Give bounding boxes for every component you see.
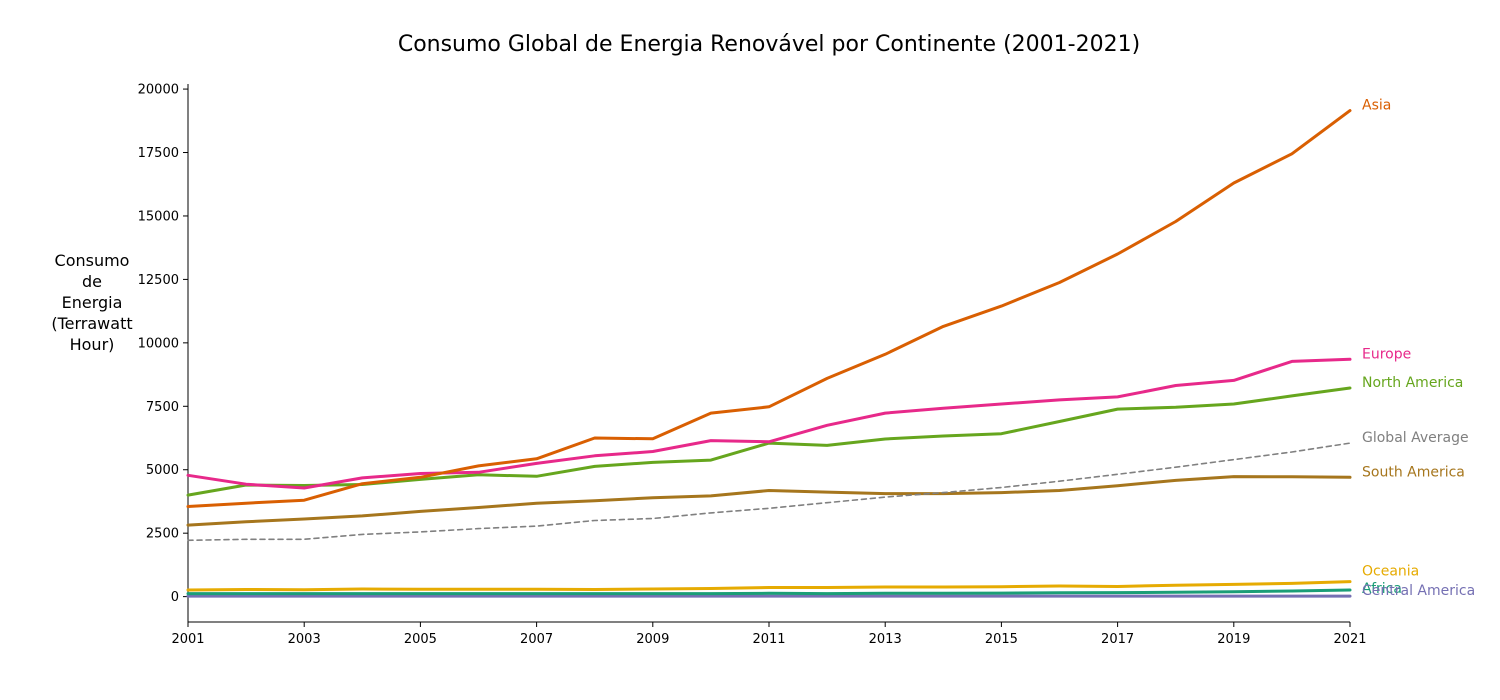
x-tick-label: 2011 (752, 632, 785, 647)
x-tick: 2001 (171, 622, 205, 647)
x-tick: 2013 (869, 622, 902, 647)
series-label-oceania: Oceania (1362, 564, 1419, 580)
series-label-south-america: South America (1362, 464, 1465, 480)
y-tick-label: 20000 (138, 83, 179, 98)
x-tick: 2021 (1333, 622, 1367, 647)
series-label-central-america: Central America (1362, 583, 1475, 599)
x-tick-label: 2005 (404, 632, 437, 647)
y-tick: 20000 (138, 83, 188, 98)
series-line-asia (186, 109, 1352, 508)
series-labels: Asia Europe North America Global Average Sou… (1362, 98, 1475, 599)
x-tick: 2019 (1217, 622, 1250, 647)
y-axis-label-line: de (82, 272, 102, 291)
x-tick: 2011 (752, 622, 786, 647)
x-tick-label: 2001 (171, 632, 204, 647)
x-tick-label: 2021 (1333, 632, 1366, 647)
y-tick-label: 12500 (138, 273, 179, 288)
x-tick-label: 2019 (1217, 632, 1250, 647)
y-tick: 10000 (138, 336, 188, 351)
y-tick: 15000 (138, 209, 188, 224)
y-tick-label: 7500 (146, 400, 179, 415)
y-axis-label-line: Energia (61, 293, 123, 312)
x-tick-label: 2007 (520, 632, 553, 647)
series-label-asia: Asia (1362, 98, 1391, 114)
series-label-north-america: North America (1362, 375, 1463, 391)
series-label-africa: Africa (1362, 581, 1402, 597)
series-line-global-average (187, 442, 1351, 542)
x-tick-label: 2009 (636, 632, 669, 647)
x-tick: 2005 (404, 622, 437, 647)
y-tick: 0 (171, 590, 188, 605)
x-tick: 2007 (520, 622, 553, 647)
y-tick-label: 15000 (138, 209, 179, 224)
y-tick-label: 17500 (138, 146, 179, 161)
y-tick-label: 5000 (146, 463, 179, 478)
x-tick-label: 2015 (985, 632, 1018, 647)
y-tick: 7500 (146, 400, 188, 415)
series-line-africa (186, 588, 1352, 596)
y-tick-label: 2500 (146, 527, 179, 542)
series-line-south-america (186, 475, 1352, 527)
x-tick-label: 2017 (1101, 632, 1134, 647)
x-tick: 2015 (985, 622, 1018, 647)
x-tick-label: 2013 (869, 632, 902, 647)
chart-title: Consumo Global de Energia Renovável por … (397, 32, 1141, 57)
y-tick-label: 10000 (138, 336, 179, 351)
series-label-europe: Europe (1362, 346, 1411, 362)
y-tick: 2500 (146, 527, 188, 542)
y-tick: 12500 (138, 273, 188, 288)
y-tick: 5000 (146, 463, 188, 478)
x-tick-label: 2003 (288, 632, 321, 647)
x-tick: 2003 (288, 622, 321, 647)
y-axis-label-line: Hour) (69, 335, 115, 354)
y-axis-label-line: Consumo (54, 251, 130, 270)
y-axis-label: Consumo de Energia (Terrawatt Hour) (40, 250, 144, 355)
series-line-europe (186, 357, 1352, 490)
x-tick: 2009 (636, 622, 669, 647)
series-label-global-average: Global Average (1362, 430, 1469, 446)
y-tick-label: 0 (171, 590, 179, 605)
x-tick: 2017 (1101, 622, 1134, 647)
y-axis-label-line: (Terrawatt (51, 314, 133, 333)
series-line-oceania (186, 580, 1352, 592)
series-lines (186, 109, 1352, 598)
axes: 0 2500 5000 7500 10000 12500 15000 17500 20000 20… (138, 83, 1367, 647)
y-tick: 17500 (138, 146, 188, 161)
